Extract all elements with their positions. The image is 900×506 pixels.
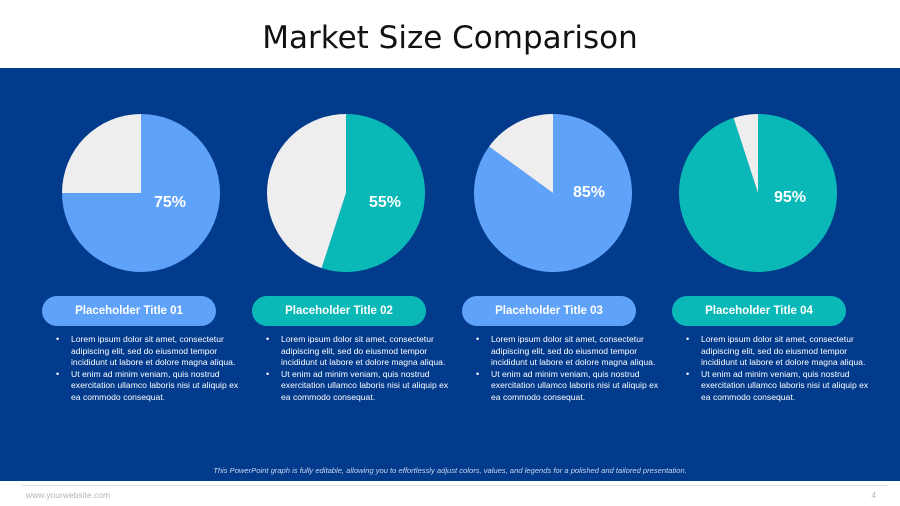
bullet-item: Lorem ipsum dolor sit amet, consectetur … <box>474 334 659 369</box>
slide-title: Market Size Comparison <box>262 20 638 56</box>
bullet-list-4: Lorem ipsum dolor sit amet, consectetur … <box>684 334 869 403</box>
bullet-item: Lorem ipsum dolor sit amet, consectetur … <box>684 334 869 369</box>
page-number: 4 <box>871 490 876 500</box>
pie-slice-remainder <box>733 114 758 193</box>
bullet-list-1: Lorem ipsum dolor sit amet, consectetur … <box>54 334 239 403</box>
bullet-list-3: Lorem ipsum dolor sit amet, consectetur … <box>474 334 659 403</box>
pie-slice-remainder <box>489 114 553 193</box>
pie-value-label: 85% <box>573 184 605 201</box>
pie-slice-remainder <box>266 114 346 269</box>
placeholder-title-1: Placeholder Title 01 <box>42 296 216 326</box>
pie-value-label: 75% <box>154 194 186 211</box>
bullet-item: Lorem ipsum dolor sit amet, consectetur … <box>264 334 449 369</box>
pie-value-label: 95% <box>774 189 806 206</box>
bullet-item: Ut enim ad minim veniam, quis nostrud ex… <box>54 369 239 404</box>
pie-slice-remainder <box>62 114 141 193</box>
content-panel: 75% 55% 85% 95% Placeholder Title 01 Lorem … <box>0 68 900 481</box>
pie-slice-value <box>679 114 838 272</box>
pie-value-label: 55% <box>369 194 401 211</box>
bullet-item: Lorem ipsum dolor sit amet, consectetur … <box>54 334 239 369</box>
bullet-list-2: Lorem ipsum dolor sit amet, consectetur … <box>264 334 449 403</box>
placeholder-title-3: Placeholder Title 03 <box>462 296 636 326</box>
placeholder-title-2: Placeholder Title 02 <box>252 296 426 326</box>
bullet-item: Ut enim ad minim veniam, quis nostrud ex… <box>684 369 869 404</box>
footer-divider <box>22 485 888 486</box>
footer-website: www.yourwebsite.com <box>26 490 111 500</box>
footnote: This PowerPoint graph is fully editable,… <box>213 466 687 475</box>
bullet-item: Ut enim ad minim veniam, quis nostrud ex… <box>264 369 449 404</box>
placeholder-title-4: Placeholder Title 04 <box>672 296 846 326</box>
bullet-item: Ut enim ad minim veniam, quis nostrud ex… <box>474 369 659 404</box>
pie-slice-value <box>321 114 425 272</box>
pie-charts: 75% 55% 85% 95% <box>62 114 838 272</box>
